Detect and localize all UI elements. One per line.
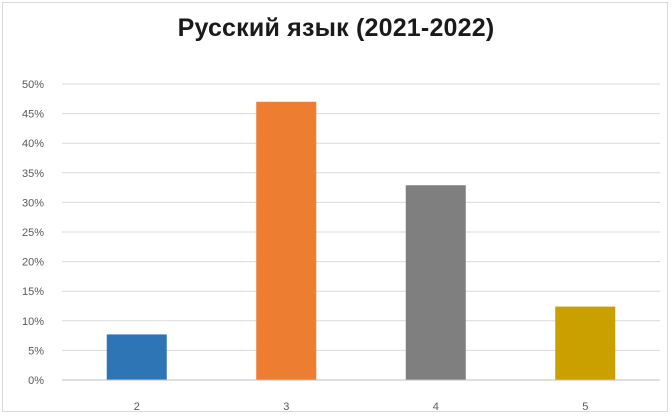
x-tick-label: 2 — [134, 401, 140, 413]
bar-3 — [256, 101, 317, 380]
y-tick-label: 25% — [22, 227, 44, 239]
y-tick-label: 45% — [22, 109, 44, 121]
bar-5 — [555, 306, 616, 380]
bars — [106, 101, 616, 380]
y-tick-label: 30% — [22, 197, 44, 209]
bar-4 — [405, 185, 466, 380]
y-tick-label: 40% — [22, 138, 44, 150]
y-tick-label: 10% — [22, 316, 44, 328]
y-tick-label: 20% — [22, 257, 44, 269]
x-tick-label: 4 — [433, 401, 439, 413]
x-tick-label: 3 — [283, 401, 289, 413]
gridlines — [62, 83, 660, 351]
y-tick-label: 15% — [22, 286, 44, 298]
chart-title: Русский язык (2021-2022) — [177, 14, 495, 42]
y-axis-ticks: 0% 5% 10% 15% 20% 25% 30% 35% 40% 45% 50% — [22, 79, 44, 387]
bar-2 — [106, 334, 167, 380]
x-axis-ticks: 2 3 4 5 — [134, 401, 589, 413]
y-tick-label: 5% — [28, 345, 44, 357]
y-tick-label: 50% — [22, 79, 44, 91]
y-tick-label: 0% — [28, 375, 44, 387]
y-tick-label: 35% — [22, 168, 44, 180]
x-tick-label: 5 — [582, 401, 588, 413]
